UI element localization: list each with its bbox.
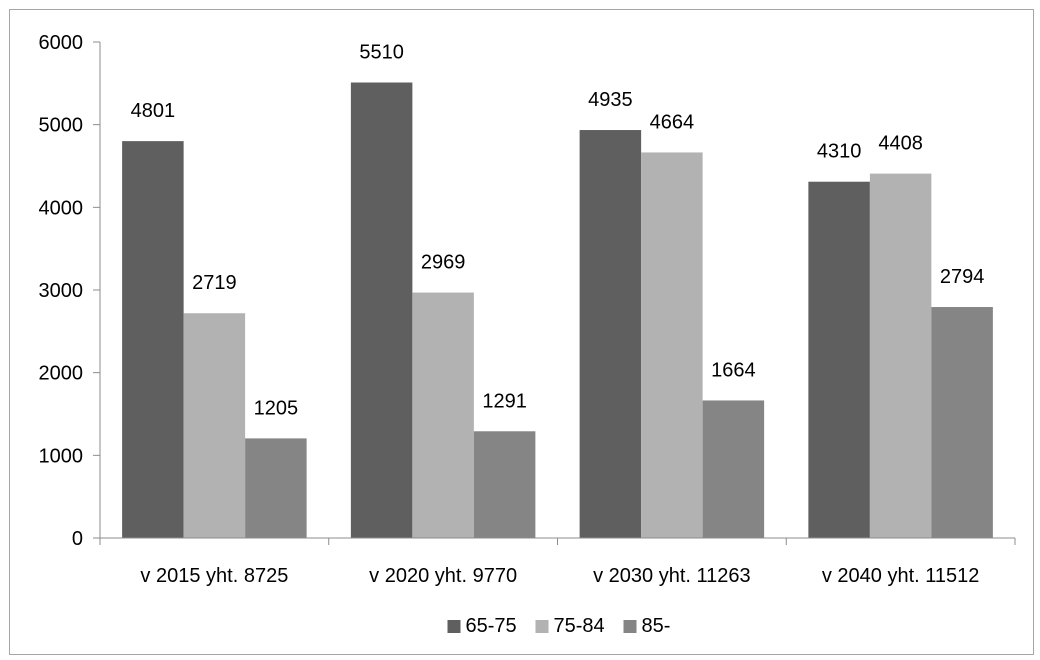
data-label: 4664 (650, 111, 695, 133)
bar-65-75-1 (350, 82, 413, 539)
bar-85--2 (702, 400, 765, 538)
y-tick-label: 1000 (39, 445, 84, 467)
data-label: 4935 (588, 89, 633, 111)
y-tick-label: 3000 (39, 280, 84, 302)
data-label: 2719 (192, 272, 237, 294)
bar-85--0 (245, 438, 307, 538)
bar-75-84-2 (641, 152, 703, 538)
legend-swatch-85- (623, 620, 637, 633)
y-axis: 0 1000 2000 3000 4000 5000 6000 (39, 32, 101, 550)
y-tick-label: 4000 (39, 197, 84, 219)
bar-75-84-3 (869, 173, 932, 538)
data-label: 2794 (940, 266, 985, 288)
data-label: 4801 (131, 100, 176, 122)
bar-65-75-2 (579, 130, 642, 539)
bar-85--1 (473, 431, 536, 538)
bar-75-84-0 (183, 313, 246, 538)
data-label: 4408 (878, 133, 923, 155)
y-tick-label: 2000 (39, 363, 84, 385)
y-tick-label: 6000 (39, 32, 84, 54)
data-label: 1664 (711, 359, 756, 381)
data-label: 1291 (482, 390, 527, 412)
data-label: 2969 (421, 252, 466, 274)
data-label: 4310 (817, 141, 862, 163)
legend: 65-75 75-84 85- (447, 615, 671, 637)
y-tick-label: 5000 (39, 115, 84, 137)
bar-75-84-1 (412, 292, 474, 538)
legend-label: 75-84 (554, 615, 605, 637)
data-label: 5510 (359, 42, 404, 64)
data-label: 1205 (254, 397, 299, 419)
bar-85--3 (931, 307, 993, 538)
category-label: v 2030 yht. 11263 (593, 565, 751, 587)
bars (122, 82, 993, 539)
data-labels: 4801 2719 1205 5510 2969 1291 4935 4664 1664 4310… (131, 42, 985, 420)
bar-65-75-3 (808, 181, 870, 538)
legend-label: 85- (642, 615, 671, 637)
x-axis: v 2015 yht. 8725 v 2020 yht. 9770 v 2030 y… (99, 537, 1016, 587)
legend-label: 65-75 (466, 615, 517, 637)
legend-swatch-75-84 (535, 620, 549, 633)
bar-65-75-0 (122, 141, 184, 538)
legend-swatch-65-75 (447, 620, 461, 633)
y-tick-label: 0 (72, 528, 83, 550)
category-label: v 2015 yht. 8725 (140, 565, 288, 587)
category-label: v 2020 yht. 9770 (369, 565, 517, 587)
category-label: v 2040 yht. 11512 (822, 565, 980, 587)
